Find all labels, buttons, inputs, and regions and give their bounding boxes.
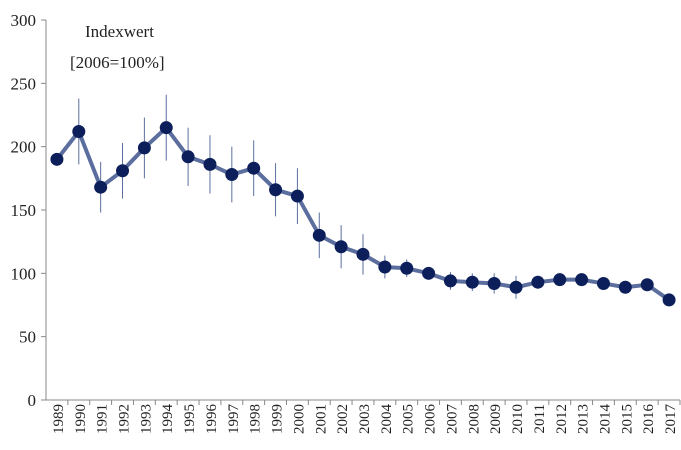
- marker: [225, 168, 239, 182]
- x-tick-label: 2016: [641, 404, 657, 435]
- x-tick-label: 2002: [335, 404, 351, 434]
- marker: [72, 124, 86, 138]
- x-tick-label: 2011: [532, 404, 548, 433]
- marker: [662, 293, 676, 307]
- marker: [487, 276, 501, 290]
- x-tick-label: 2007: [444, 404, 460, 435]
- marker: [509, 280, 523, 294]
- x-tick-label: 1995: [182, 404, 198, 434]
- marker: [50, 152, 64, 166]
- marker: [203, 157, 217, 171]
- marker: [400, 261, 414, 275]
- y-tick-label: 100: [11, 264, 37, 283]
- x-tick-label: 2010: [510, 404, 526, 434]
- annotation: [2006=100%]: [70, 53, 165, 72]
- marker: [334, 240, 348, 254]
- x-tick-label: 2006: [423, 404, 439, 435]
- y-tick-label: 50: [19, 328, 36, 347]
- marker: [137, 141, 151, 155]
- x-tick-label: 1993: [138, 404, 154, 434]
- marker: [312, 228, 326, 242]
- y-tick-label: 200: [11, 138, 37, 157]
- marker: [553, 273, 567, 287]
- x-tick-label: 2012: [554, 404, 570, 434]
- marker: [159, 121, 173, 135]
- x-tick-label: 2017: [663, 404, 679, 435]
- marker: [269, 183, 283, 197]
- x-tick-label: 2015: [619, 404, 635, 434]
- marker: [94, 180, 108, 194]
- marker: [247, 161, 261, 175]
- marker: [290, 189, 304, 203]
- marker: [596, 276, 610, 290]
- marker: [378, 260, 392, 274]
- y-tick-label: 0: [28, 391, 37, 410]
- x-tick-label: 1992: [117, 404, 133, 434]
- x-tick-label: 2003: [357, 404, 373, 434]
- marker: [640, 278, 654, 292]
- y-tick-label: 300: [11, 11, 37, 30]
- marker: [575, 273, 589, 287]
- marker: [443, 274, 457, 288]
- x-tick-label: 1989: [51, 404, 67, 434]
- marker: [618, 280, 632, 294]
- x-tick-label: 1999: [270, 404, 286, 434]
- x-tick-label: 2001: [313, 404, 329, 434]
- y-tick-label: 150: [11, 201, 37, 220]
- x-tick-label: 2013: [576, 404, 592, 434]
- marker: [356, 247, 370, 261]
- marker: [465, 275, 479, 289]
- x-tick-label: 1994: [160, 404, 176, 435]
- marker: [531, 275, 545, 289]
- x-tick-label: 2008: [466, 404, 482, 434]
- marker: [116, 164, 130, 178]
- x-tick-label: 1991: [95, 404, 111, 434]
- x-tick-label: 1997: [226, 404, 242, 435]
- marker: [181, 150, 195, 164]
- x-tick-label: 1996: [204, 404, 220, 435]
- x-tick-label: 1998: [248, 404, 264, 434]
- x-tick-label: 2004: [379, 404, 395, 435]
- x-tick-label: 2005: [401, 404, 417, 434]
- annotation: Indexwert: [85, 22, 154, 41]
- marker: [422, 266, 436, 280]
- x-tick-label: 1990: [73, 404, 89, 434]
- y-tick-label: 250: [11, 74, 37, 93]
- x-tick-label: 2000: [291, 404, 307, 434]
- x-tick-label: 2009: [488, 404, 504, 434]
- x-tick-label: 2014: [597, 404, 613, 435]
